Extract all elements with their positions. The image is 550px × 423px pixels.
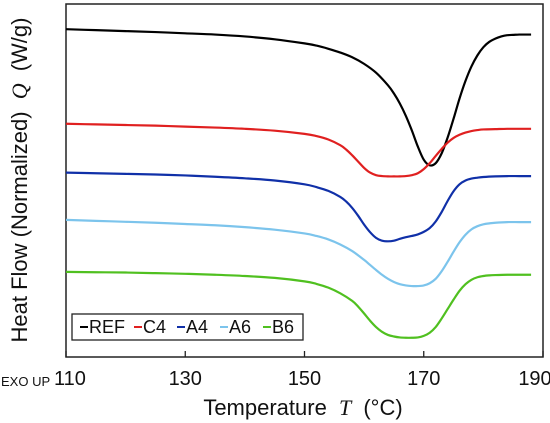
legend-items: REF C4 A4 A6 B6: [80, 317, 294, 337]
series-line-c4: [65, 122, 532, 178]
x-tick-marks: [65, 351, 544, 357]
x-tick-label: 110: [54, 368, 86, 390]
series-line-b6: [65, 270, 532, 339]
y-axis-title-prefix: Heat Flow (Normalized): [7, 111, 32, 342]
x-axis-title-prefix: Temperature: [203, 395, 327, 420]
series-group: [65, 28, 532, 339]
legend-label-ref: REF: [89, 317, 125, 337]
legend-label-a4: A4: [186, 317, 208, 337]
x-axis-title-unit: (°C): [363, 395, 402, 420]
y-axis-title-symbol: Q: [7, 83, 32, 99]
x-axis-title-symbol: T: [339, 395, 353, 420]
exo-up-label: EXO UP: [1, 374, 50, 389]
legend-label-a6: A6: [229, 317, 251, 337]
series-line-ref: [65, 28, 532, 167]
legend-label-b6: B6: [272, 317, 294, 337]
x-tick-label: 190: [518, 368, 550, 390]
legend: REF C4 A4 A6 B6: [71, 313, 304, 341]
y-axis-title-unit: (W/g): [7, 18, 32, 72]
x-tick-label: 130: [169, 368, 202, 390]
x-tick-label: 150: [288, 368, 321, 390]
y-axis-title: Heat Flow (Normalized) Q (W/g): [7, 18, 32, 343]
series-line-a4: [65, 171, 532, 243]
legend-label-c4: C4: [143, 317, 166, 337]
x-axis-title: Temperature T (°C): [203, 395, 402, 420]
x-tick-labels: 110 130 150 170 190: [54, 368, 550, 390]
series-line-a6: [65, 218, 532, 288]
plot-area-frame: [65, 3, 544, 358]
x-tick-label: 170: [407, 368, 440, 390]
